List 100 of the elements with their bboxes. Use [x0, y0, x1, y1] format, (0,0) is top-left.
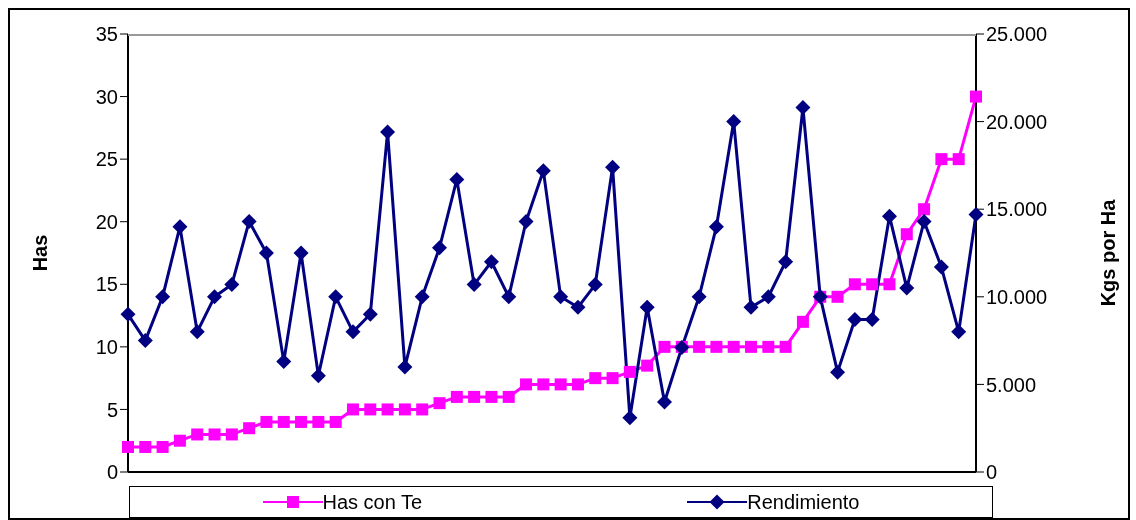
point — [899, 280, 915, 296]
point — [726, 114, 742, 130]
point — [935, 153, 948, 166]
point — [639, 299, 655, 315]
point — [295, 415, 308, 428]
point — [156, 440, 169, 453]
point — [225, 428, 238, 441]
point — [241, 213, 257, 229]
point — [502, 390, 515, 403]
point — [122, 440, 134, 453]
point — [139, 440, 152, 453]
point — [570, 299, 586, 315]
point — [831, 290, 844, 303]
point — [553, 289, 569, 305]
y-tick-label: 30 — [95, 85, 118, 108]
y2-tick-label: 15.000 — [986, 198, 1048, 221]
point — [883, 278, 896, 291]
point — [537, 378, 550, 391]
point — [535, 163, 551, 179]
y-tick-label: 15 — [95, 273, 118, 296]
point — [312, 415, 325, 428]
point — [796, 315, 809, 328]
y-tick-label: 10 — [95, 335, 118, 358]
point — [743, 299, 759, 315]
point — [710, 340, 723, 353]
y2-tick-label: 25.000 — [986, 23, 1048, 46]
point — [727, 340, 740, 353]
point — [258, 245, 274, 261]
point — [416, 403, 429, 416]
point — [362, 306, 378, 322]
point — [260, 415, 273, 428]
point — [970, 90, 982, 103]
point — [345, 324, 361, 340]
point — [779, 340, 792, 353]
point — [864, 312, 880, 328]
point — [760, 289, 776, 305]
y-tick-label: 25 — [95, 148, 118, 171]
point — [414, 289, 430, 305]
point — [916, 213, 932, 229]
point — [778, 254, 794, 270]
y2-tick-label: 10.000 — [986, 285, 1048, 308]
point — [310, 368, 326, 384]
point — [155, 289, 171, 305]
legend-label: Has con Te — [322, 490, 423, 514]
point — [450, 390, 463, 403]
point — [364, 403, 377, 416]
point — [933, 259, 949, 275]
point — [137, 333, 153, 349]
point — [571, 378, 584, 391]
point — [693, 340, 706, 353]
point — [501, 289, 517, 305]
point — [762, 340, 775, 353]
point — [554, 378, 567, 391]
point — [173, 434, 186, 447]
point — [380, 124, 396, 140]
point — [656, 394, 672, 410]
point — [468, 390, 481, 403]
point — [952, 153, 965, 166]
point — [276, 354, 292, 370]
point — [520, 378, 533, 391]
point — [346, 403, 359, 416]
point — [449, 171, 465, 187]
point — [951, 324, 967, 340]
y2-axis-title: Kgs por Ha — [1097, 198, 1120, 307]
point — [830, 364, 846, 380]
point — [605, 159, 621, 175]
y2-tick-label: 0 — [986, 461, 998, 484]
point — [432, 240, 448, 256]
point — [866, 278, 879, 291]
point — [623, 365, 636, 378]
point — [658, 340, 671, 353]
point — [691, 289, 707, 305]
point — [518, 213, 534, 229]
y-tick-label: 0 — [106, 461, 118, 484]
point — [745, 340, 758, 353]
point — [208, 428, 221, 441]
point — [189, 324, 205, 340]
point — [900, 228, 913, 241]
point — [587, 277, 603, 293]
point — [207, 289, 223, 305]
point — [968, 206, 984, 222]
point — [589, 372, 602, 385]
y2-tick-label: 5.000 — [986, 373, 1037, 396]
point — [277, 415, 290, 428]
point — [224, 277, 240, 293]
point — [848, 278, 861, 291]
point — [606, 372, 619, 385]
y2-tick-label: 20.000 — [986, 110, 1048, 133]
point — [847, 312, 863, 328]
point — [641, 359, 654, 372]
point — [120, 306, 136, 322]
y-tick-label: 20 — [95, 210, 118, 233]
y-tick-label: 35 — [95, 23, 118, 46]
point — [328, 289, 344, 305]
point — [485, 390, 498, 403]
point — [243, 422, 256, 435]
point — [398, 403, 411, 416]
point — [433, 397, 446, 410]
point — [466, 277, 482, 293]
point — [293, 245, 309, 261]
